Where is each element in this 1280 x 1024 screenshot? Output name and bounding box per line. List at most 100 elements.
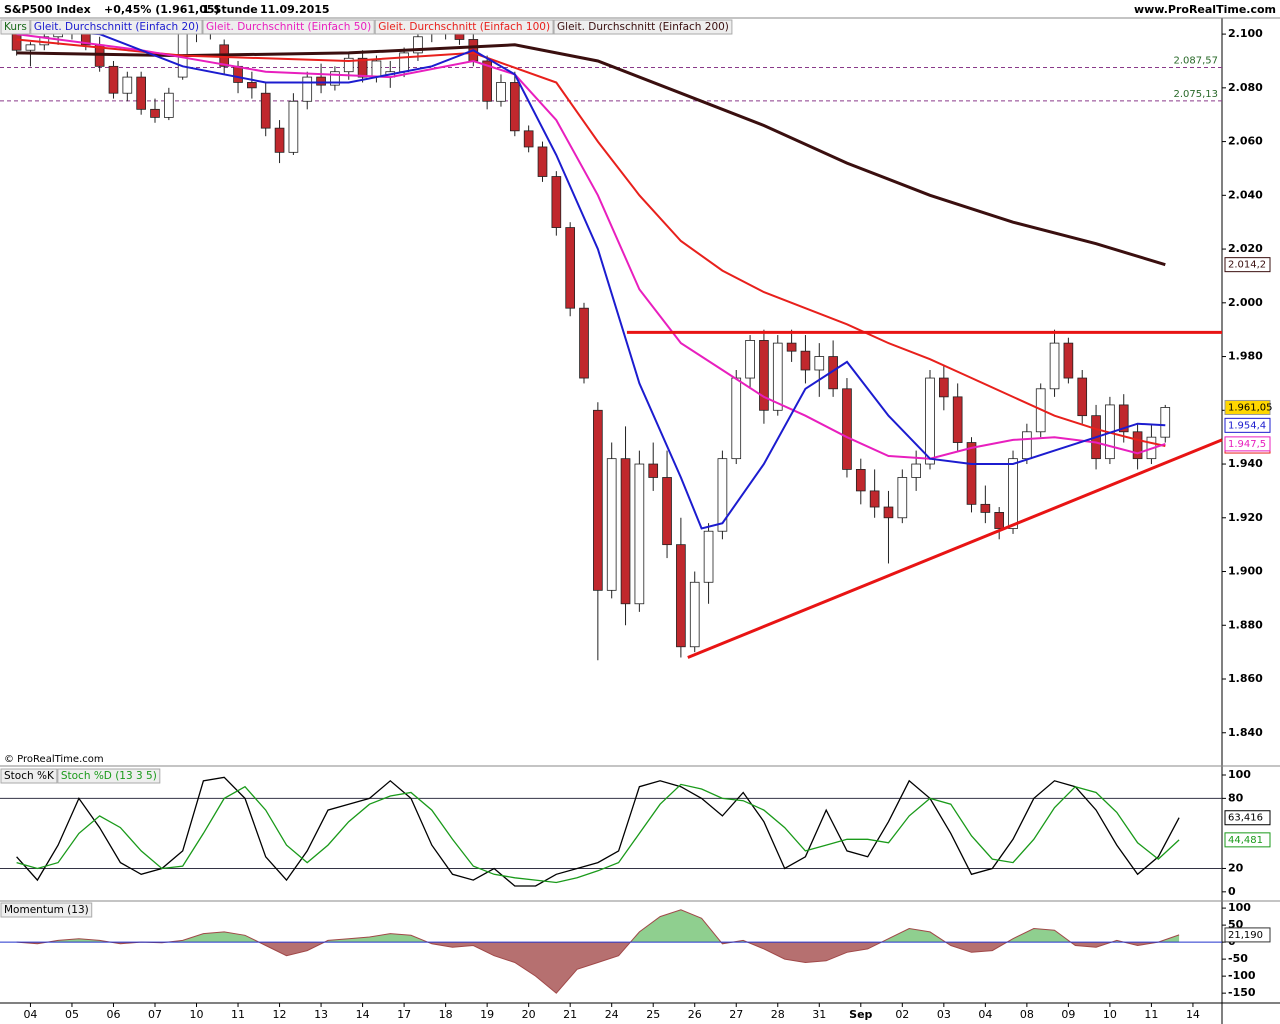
last-value-tag: 1.947,5 bbox=[1228, 439, 1266, 450]
candle-body bbox=[662, 477, 672, 546]
candle-body bbox=[717, 458, 728, 532]
moving-average bbox=[16, 43, 1166, 267]
candle-body bbox=[897, 477, 908, 519]
date: 11.09.2015 bbox=[260, 3, 330, 16]
candle-body bbox=[330, 71, 340, 86]
site[interactable]: www.ProRealTime.com bbox=[1134, 3, 1276, 16]
candle-body bbox=[11, 33, 22, 51]
candle-body bbox=[454, 33, 465, 40]
last-value-tag: 44,481 bbox=[1228, 835, 1263, 846]
y-tick-label: 20 bbox=[1228, 861, 1244, 874]
y-tick-label: -100 bbox=[1228, 969, 1256, 982]
x-tick-label: 08 bbox=[1020, 1008, 1034, 1021]
candle-body bbox=[925, 377, 935, 465]
x-tick-label: 20 bbox=[522, 1008, 536, 1021]
y-tick-label: 1.920 bbox=[1228, 511, 1263, 524]
oscillator-line bbox=[16, 776, 1180, 887]
legend-box bbox=[0, 768, 58, 784]
x-tick-label: 25 bbox=[646, 1008, 660, 1021]
legend-box bbox=[30, 19, 203, 35]
last-value-tag-box bbox=[1224, 436, 1271, 452]
y-tick-label: 2.080 bbox=[1228, 81, 1263, 94]
y-tick-label: 100 bbox=[1228, 768, 1251, 781]
candle-body bbox=[703, 530, 714, 583]
x-tick-label: 17 bbox=[397, 1008, 411, 1021]
candle-body bbox=[593, 409, 603, 591]
candle-body bbox=[233, 65, 243, 83]
candle-body bbox=[551, 176, 562, 228]
y-tick-label: 2.060 bbox=[1228, 135, 1263, 148]
y-tick-label: 1.940 bbox=[1228, 457, 1263, 470]
y-tick-label: 2.040 bbox=[1228, 188, 1263, 201]
y-tick-label: 1.840 bbox=[1228, 726, 1263, 739]
candle-body bbox=[523, 130, 534, 148]
candle-body bbox=[413, 36, 423, 54]
candle-body bbox=[537, 146, 548, 177]
candle-body bbox=[150, 108, 160, 118]
legend-entry: Gleit. Durchschnitt (Einfach 20) bbox=[34, 21, 199, 33]
last-value-tag-box bbox=[1224, 417, 1271, 433]
last-value-tag-box bbox=[1224, 832, 1271, 848]
candle-body bbox=[1132, 431, 1143, 460]
candle-body bbox=[855, 469, 866, 492]
legend-box bbox=[57, 768, 161, 784]
candle-body bbox=[1063, 342, 1074, 379]
x-tick-label: 24 bbox=[605, 1008, 619, 1021]
legend-entry: Kurs bbox=[4, 21, 27, 33]
candle-body bbox=[164, 92, 174, 118]
candle-body bbox=[952, 396, 963, 443]
last-value-tag: 21,190 bbox=[1228, 930, 1263, 941]
candle-body bbox=[25, 44, 36, 51]
candle-body bbox=[316, 76, 326, 86]
candle-body bbox=[786, 342, 797, 352]
x-tick-label: 02 bbox=[895, 1008, 909, 1021]
candle-body bbox=[1118, 404, 1129, 433]
y-tick-label: 1.980 bbox=[1228, 350, 1263, 363]
price-tag-box bbox=[1224, 399, 1271, 415]
candle-body bbox=[648, 463, 659, 478]
x-tick-label: 04 bbox=[978, 1008, 992, 1021]
candle-body bbox=[1077, 377, 1088, 417]
change: +0,45% (1.961,05) bbox=[104, 3, 220, 16]
x-tick-label: 14 bbox=[356, 1008, 370, 1021]
candle-body bbox=[302, 76, 313, 102]
candle-body bbox=[1008, 458, 1018, 529]
y-tick-label: 0 bbox=[1228, 885, 1236, 898]
candle-body bbox=[620, 458, 631, 605]
x-tick-label: 19 bbox=[480, 1008, 494, 1021]
last-value-tag: 63,416 bbox=[1228, 813, 1263, 824]
candle-body bbox=[509, 82, 520, 132]
y-tick-label: -150 bbox=[1228, 986, 1256, 999]
candle-body bbox=[759, 340, 769, 411]
legend-entry: Gleit. Durchschnitt (Einfach 50) bbox=[206, 21, 371, 33]
candle-body bbox=[1022, 431, 1032, 460]
y-tick-label: 100 bbox=[1228, 901, 1251, 914]
candle-body bbox=[288, 100, 299, 153]
instrument: S&P500 Index bbox=[4, 3, 91, 16]
level-label: 2.087,57 bbox=[1173, 55, 1218, 66]
candle-body bbox=[689, 581, 700, 648]
y-tick-label: 1.860 bbox=[1228, 672, 1263, 685]
candle-body bbox=[676, 544, 686, 648]
legend-entry: Stoch %D (13 3 5) bbox=[61, 770, 157, 782]
candle-body bbox=[911, 463, 921, 478]
x-tick-label: 04 bbox=[23, 1008, 37, 1021]
x-tick-label: 21 bbox=[563, 1008, 577, 1021]
moving-average bbox=[16, 33, 1166, 460]
x-tick-label: 12 bbox=[273, 1008, 287, 1021]
candle-body bbox=[1049, 342, 1060, 390]
candle-body bbox=[939, 377, 949, 398]
legend-box bbox=[374, 19, 554, 35]
candle-body bbox=[399, 52, 409, 73]
candle-body bbox=[1160, 407, 1171, 438]
candle-body bbox=[814, 356, 825, 371]
legend-box bbox=[0, 902, 93, 918]
last-value-tag-box bbox=[1224, 810, 1271, 826]
candle-body bbox=[994, 512, 1005, 529]
legend-entry: Stoch %K bbox=[4, 770, 55, 782]
x-tick-label: 31 bbox=[812, 1008, 826, 1021]
oscillator-line bbox=[16, 783, 1180, 884]
candle-body bbox=[247, 82, 257, 89]
